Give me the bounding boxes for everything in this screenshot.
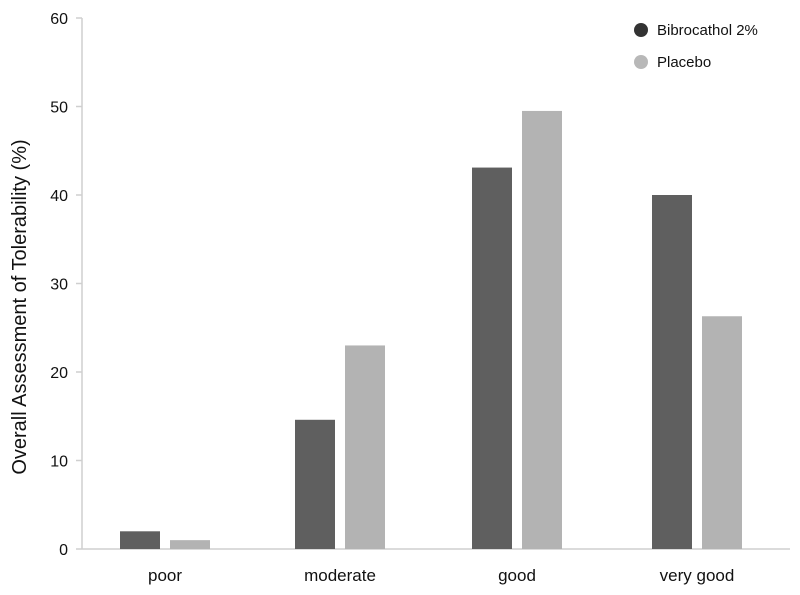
y-tick-label: 30 bbox=[50, 277, 68, 294]
bar-placebo-very-good bbox=[702, 316, 742, 549]
bar-bibrocathol-poor bbox=[120, 531, 160, 549]
legend-label: Placebo bbox=[657, 54, 711, 71]
bar-placebo-poor bbox=[170, 540, 210, 549]
legend-label: Bibrocathol 2% bbox=[657, 22, 758, 39]
bar-placebo-moderate bbox=[345, 345, 385, 549]
bars bbox=[120, 110, 742, 550]
bar-bibrocathol-very-good bbox=[652, 195, 692, 549]
y-tick-label: 10 bbox=[50, 454, 68, 471]
x-category-label: poor bbox=[148, 566, 182, 585]
y-axis-title: Overall Assessment of Tolerability (%) bbox=[9, 139, 31, 474]
y-tick-label: 20 bbox=[50, 365, 68, 382]
y-axis-ticks: 0 10 20 30 40 50 60 bbox=[50, 11, 82, 559]
x-category-label: very good bbox=[660, 566, 735, 585]
legend: Bibrocathol 2% Placebo bbox=[634, 22, 758, 71]
bar-bibrocathol-good bbox=[472, 167, 512, 549]
bar-placebo-good bbox=[522, 110, 562, 550]
legend-marker bbox=[634, 55, 648, 69]
legend-marker bbox=[634, 23, 648, 37]
category-labels: poor moderate good very good bbox=[148, 566, 734, 585]
x-category-label: moderate bbox=[304, 566, 376, 585]
y-tick-label: 40 bbox=[50, 188, 68, 205]
y-tick-label: 60 bbox=[50, 11, 68, 28]
y-tick-label: 50 bbox=[50, 100, 68, 117]
y-tick-label: 0 bbox=[59, 542, 68, 559]
bar-bibrocathol-moderate bbox=[295, 419, 335, 549]
x-category-label: good bbox=[498, 566, 536, 585]
